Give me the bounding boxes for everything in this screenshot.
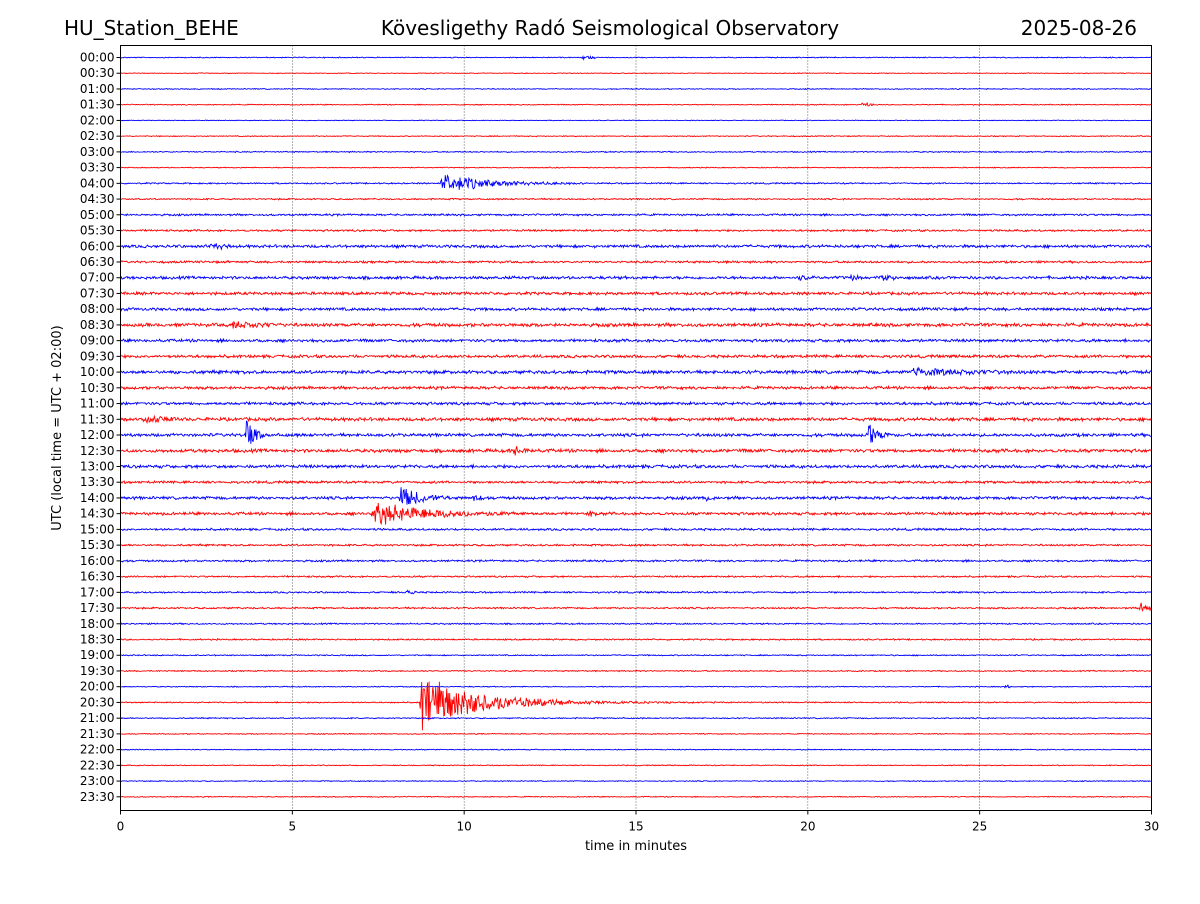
- trace-1130: [120, 414, 1152, 425]
- x-tick-label: 25: [972, 820, 987, 834]
- x-tick-label: 20: [800, 820, 815, 834]
- y-tick-label: 13:00: [80, 459, 115, 473]
- y-tick-label: 20:00: [80, 680, 115, 694]
- trace-1600: [120, 558, 1152, 563]
- y-tick-label: 06:00: [80, 239, 115, 253]
- trace-0500: [120, 212, 1152, 217]
- y-tick-label: 07:30: [80, 286, 115, 300]
- y-tick-label: 08:30: [80, 318, 115, 332]
- trace-0730: [120, 290, 1152, 297]
- y-tick-label: 17:00: [80, 585, 115, 599]
- trace-1200: [120, 420, 1152, 444]
- x-tick-label: 5: [289, 820, 297, 834]
- y-tick-label: 19:30: [80, 664, 115, 678]
- y-tick-label: 17:30: [80, 601, 115, 615]
- y-tick-label: 13:30: [80, 475, 115, 489]
- y-tick-label: 18:00: [80, 617, 115, 631]
- trace-2000: [120, 683, 1152, 689]
- y-tick-label: 04:00: [80, 176, 115, 190]
- y-tick-label: 02:00: [80, 113, 115, 127]
- y-tick-label: 03:30: [80, 161, 115, 175]
- y-tick-label: 09:00: [80, 334, 115, 348]
- trace-1800: [120, 622, 1152, 626]
- trace-0800: [120, 306, 1152, 313]
- y-tick-label: 23:30: [80, 790, 115, 804]
- y-tick-label: 01:00: [80, 82, 115, 96]
- trace-1330: [120, 479, 1152, 485]
- trace-1300: [120, 463, 1152, 470]
- y-tick-label: 02:30: [80, 129, 115, 143]
- y-tick-label: 20:30: [80, 695, 115, 709]
- observatory-title: Kövesligethy Radó Seismological Observat…: [380, 16, 840, 40]
- y-tick-label: 14:00: [80, 491, 115, 505]
- y-tick-label: 00:30: [80, 66, 115, 80]
- y-tick-label: 22:30: [80, 758, 115, 772]
- trace-0100: [120, 87, 1152, 91]
- y-tick-label: 18:30: [80, 633, 115, 647]
- y-tick-label: 21:00: [80, 711, 115, 725]
- y-tick-label: 05:00: [80, 208, 115, 222]
- x-tick-label: 15: [628, 820, 643, 834]
- y-tick-label: 23:00: [80, 774, 115, 788]
- trace-0930: [120, 353, 1152, 360]
- trace-1930: [120, 669, 1152, 673]
- y-tick-label: 07:00: [80, 271, 115, 285]
- y-axis-label: UTC (local time = UTC + 02:00): [50, 325, 65, 530]
- y-tick-label: 06:30: [80, 255, 115, 269]
- trace-0330: [120, 166, 1152, 169]
- y-tick-label: 11:00: [80, 397, 115, 411]
- trace-2330: [120, 795, 1152, 798]
- trace-0130: [120, 102, 1152, 107]
- y-tick-label: 08:00: [80, 302, 115, 316]
- y-tick-label: 05:30: [80, 224, 115, 238]
- trace-1030: [120, 384, 1152, 391]
- y-tick-label: 10:30: [80, 381, 115, 395]
- trace-0400: [120, 174, 1152, 190]
- x-tick-label: 0: [117, 820, 125, 834]
- y-tick-label: 15:30: [80, 538, 115, 552]
- y-tick-label: 03:00: [80, 145, 115, 159]
- y-tick-label: 14:30: [80, 507, 115, 521]
- y-tick-label: 01:30: [80, 98, 115, 112]
- trace-2200: [120, 748, 1152, 751]
- y-tick-label: 22:00: [80, 743, 115, 757]
- y-tick-label: 10:00: [80, 365, 115, 379]
- y-tick-label: 11:30: [80, 412, 115, 426]
- trace-0630: [120, 259, 1152, 265]
- y-tick-label: 21:30: [80, 727, 115, 741]
- y-tick-label: 00:00: [80, 51, 115, 65]
- trace-1730: [120, 602, 1152, 612]
- x-tick-label: 10: [457, 820, 472, 834]
- station-name: HU_Station_BEHE: [64, 16, 239, 40]
- trace-2130: [120, 732, 1152, 736]
- record-date: 2025-08-26: [1020, 16, 1137, 40]
- x-axis-label: time in minutes: [585, 839, 687, 854]
- trace-1400: [120, 487, 1152, 505]
- trace-0530: [120, 228, 1152, 233]
- x-tick-label: 30: [1144, 820, 1159, 834]
- y-tick-label: 09:30: [80, 349, 115, 363]
- y-tick-label: 12:30: [80, 444, 115, 458]
- y-tick-label: 16:30: [80, 570, 115, 584]
- y-tick-label: 15:00: [80, 522, 115, 536]
- y-tick-label: 12:00: [80, 428, 115, 442]
- trace-1000: [120, 366, 1152, 377]
- y-tick-label: 19:00: [80, 648, 115, 662]
- y-tick-label: 04:30: [80, 192, 115, 206]
- trace-1100: [120, 400, 1152, 407]
- y-tick-label: 16:00: [80, 554, 115, 568]
